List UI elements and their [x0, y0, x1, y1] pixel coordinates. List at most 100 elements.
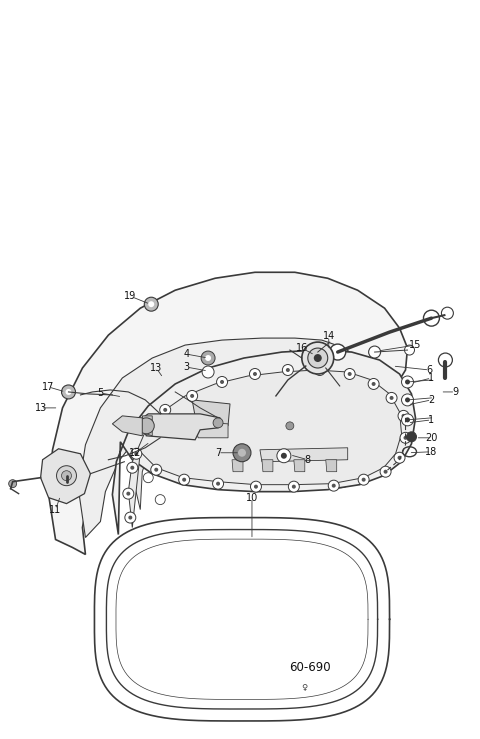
Circle shape — [216, 376, 228, 387]
Circle shape — [404, 436, 408, 440]
Circle shape — [61, 385, 75, 399]
Circle shape — [144, 297, 158, 311]
Polygon shape — [78, 338, 368, 537]
Circle shape — [314, 354, 322, 362]
Text: 3: 3 — [183, 362, 189, 372]
Polygon shape — [232, 460, 243, 471]
Text: 17: 17 — [42, 382, 55, 392]
Circle shape — [384, 470, 387, 474]
Polygon shape — [326, 460, 336, 471]
Circle shape — [330, 344, 346, 360]
Polygon shape — [192, 400, 230, 426]
Circle shape — [277, 449, 291, 463]
Text: 60-690: 60-690 — [289, 661, 331, 674]
Polygon shape — [245, 414, 322, 462]
Polygon shape — [178, 400, 338, 462]
Text: ♀: ♀ — [302, 683, 308, 692]
Circle shape — [282, 364, 293, 375]
Polygon shape — [142, 416, 152, 436]
Text: 1: 1 — [428, 373, 434, 383]
Circle shape — [213, 418, 223, 428]
Circle shape — [138, 418, 154, 434]
Text: 15: 15 — [409, 340, 421, 350]
Circle shape — [402, 414, 406, 418]
Circle shape — [57, 466, 76, 486]
Circle shape — [390, 396, 394, 400]
Circle shape — [407, 432, 417, 442]
Circle shape — [144, 473, 153, 483]
Text: 8: 8 — [305, 454, 311, 465]
Circle shape — [332, 483, 336, 488]
Text: 16: 16 — [296, 343, 308, 353]
Text: 5: 5 — [97, 388, 104, 398]
Circle shape — [344, 369, 355, 379]
Circle shape — [9, 480, 17, 488]
Circle shape — [348, 372, 352, 376]
Polygon shape — [205, 445, 228, 462]
Circle shape — [361, 477, 366, 482]
Polygon shape — [128, 370, 402, 528]
Circle shape — [402, 376, 413, 388]
Circle shape — [163, 408, 167, 412]
Circle shape — [438, 353, 452, 367]
Text: 18: 18 — [425, 447, 438, 457]
Polygon shape — [160, 435, 188, 460]
Circle shape — [368, 378, 379, 389]
Text: 14: 14 — [323, 331, 335, 341]
Polygon shape — [294, 460, 305, 471]
Circle shape — [372, 382, 376, 386]
Circle shape — [402, 414, 413, 426]
Text: 9: 9 — [452, 387, 458, 397]
Circle shape — [286, 368, 290, 372]
Circle shape — [130, 466, 134, 470]
Polygon shape — [112, 416, 142, 436]
Circle shape — [369, 346, 381, 358]
Polygon shape — [48, 272, 408, 554]
Polygon shape — [162, 460, 186, 480]
Polygon shape — [142, 414, 220, 440]
Circle shape — [253, 372, 257, 376]
Circle shape — [318, 368, 322, 372]
Ellipse shape — [200, 410, 225, 446]
Text: 4: 4 — [183, 349, 189, 359]
Circle shape — [358, 474, 369, 486]
Circle shape — [205, 355, 211, 361]
Circle shape — [216, 482, 220, 486]
Circle shape — [398, 410, 409, 421]
Text: 1: 1 — [428, 415, 434, 425]
Circle shape — [213, 478, 224, 489]
Circle shape — [400, 432, 411, 443]
Circle shape — [233, 444, 251, 462]
Circle shape — [179, 474, 190, 486]
Circle shape — [202, 366, 214, 378]
Circle shape — [380, 466, 391, 477]
Circle shape — [238, 449, 246, 457]
Circle shape — [251, 481, 262, 492]
Circle shape — [187, 390, 198, 401]
Text: 6: 6 — [426, 365, 432, 375]
Circle shape — [131, 449, 142, 459]
Circle shape — [405, 418, 410, 423]
Circle shape — [220, 380, 224, 384]
Text: 13: 13 — [35, 403, 47, 413]
Circle shape — [302, 342, 334, 374]
Circle shape — [148, 302, 154, 307]
Circle shape — [123, 488, 134, 499]
Text: 10: 10 — [246, 493, 258, 503]
Text: 19: 19 — [124, 291, 136, 302]
Polygon shape — [252, 418, 316, 457]
Circle shape — [386, 392, 397, 403]
Circle shape — [182, 477, 186, 482]
Circle shape — [134, 452, 138, 456]
Circle shape — [250, 369, 261, 379]
Circle shape — [254, 485, 258, 488]
Circle shape — [160, 404, 171, 415]
Circle shape — [155, 494, 165, 505]
Circle shape — [405, 345, 415, 355]
Circle shape — [394, 452, 405, 463]
Text: 2: 2 — [428, 395, 434, 405]
Circle shape — [126, 491, 130, 496]
Text: 12: 12 — [129, 448, 142, 457]
Circle shape — [402, 394, 413, 406]
Text: 11: 11 — [49, 505, 61, 514]
